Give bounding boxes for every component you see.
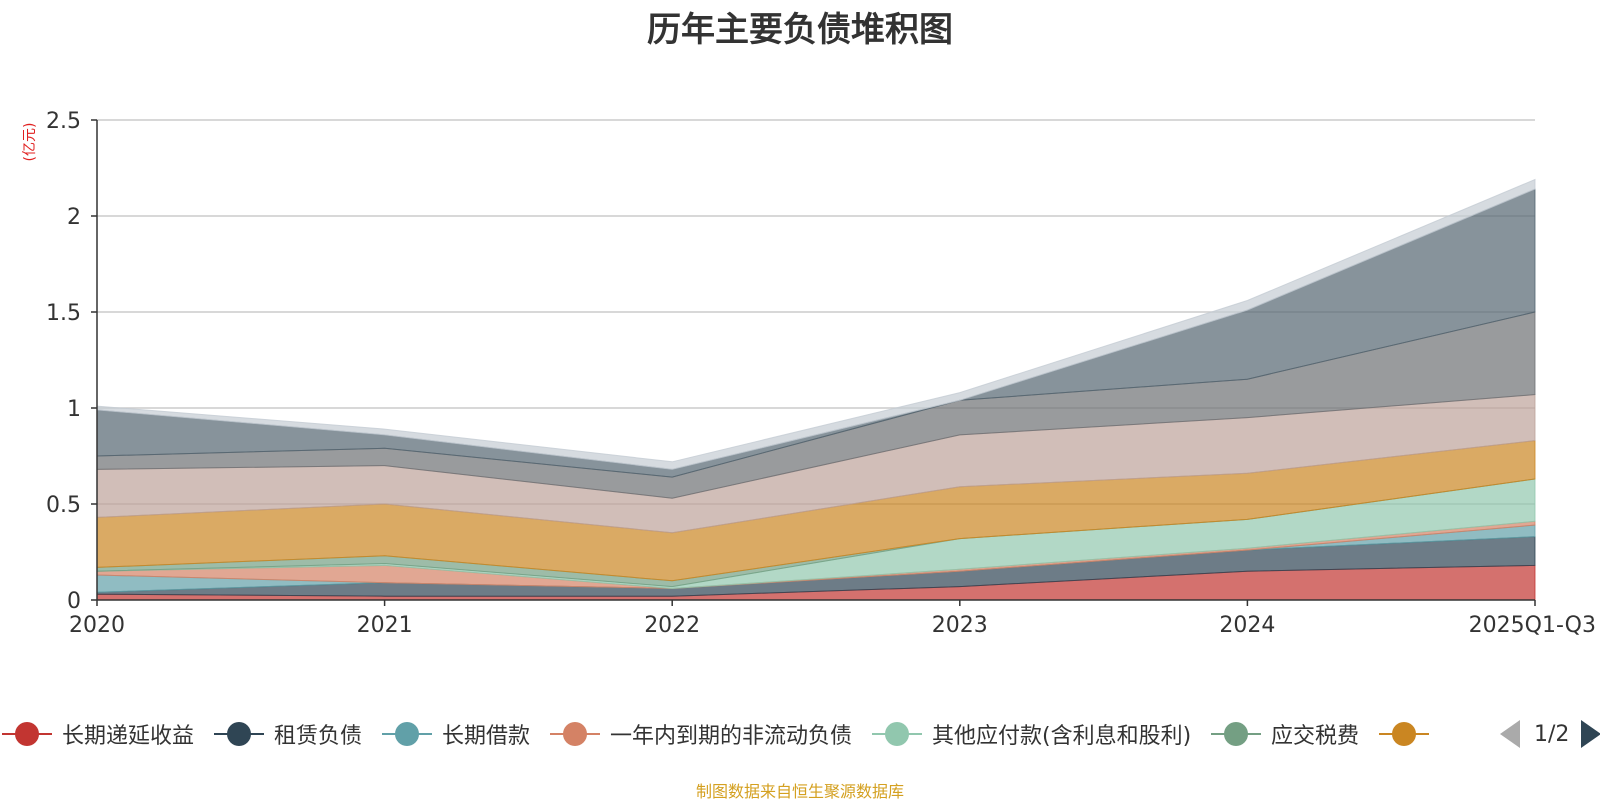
legend-item[interactable]: 长期借款: [382, 714, 530, 754]
legend-item[interactable]: 一年内到期的非流动负债: [550, 714, 852, 754]
y-tick-label: 2: [67, 205, 81, 230]
legend-marker-icon: [550, 720, 600, 748]
legend: 长期递延收益 租赁负债 长期借款 一年内到期的非流动负债 其他应付款(含利息和股利) 应交…: [0, 714, 1600, 754]
legend-item[interactable]: 其他应付款(含利息和股利): [872, 714, 1191, 754]
axes: 0 0.5 1 1.5 2 2.5 2020 2021 2022 2023 2024 2025Q1-Q…: [46, 109, 1596, 638]
legend-items: 长期递延收益 租赁负债 长期借款 一年内到期的非流动负债 其他应付款(含利息和股利) 应交…: [0, 714, 1475, 754]
x-tick-label: 2025Q1-Q3: [1469, 613, 1596, 638]
legend-marker-icon: [872, 720, 922, 748]
legend-marker-icon: [1211, 720, 1261, 748]
y-tick-label: 1.5: [46, 301, 81, 326]
source-note: 制图数据来自恒生聚源数据库: [695, 782, 904, 801]
y-tick-label: 0.5: [46, 493, 81, 518]
y-tick-label: 0: [67, 589, 81, 614]
area-series-10[interactable]: [96, 178, 1536, 470]
y-tick-label: 1: [67, 397, 81, 422]
y-tick-label: 2.5: [46, 109, 81, 134]
x-tick-label: 2023: [932, 613, 988, 638]
y-axis-unit-label: (亿元): [22, 123, 38, 162]
x-tick-label: 2021: [357, 613, 413, 638]
legend-label: 应交税费: [1271, 724, 1360, 749]
legend-label: 租赁负债: [274, 724, 363, 749]
legend-label: 长期递延收益: [62, 724, 195, 749]
legend-page-indicator: 1/2: [1534, 721, 1570, 747]
legend-marker-icon: [214, 720, 264, 748]
legend-item[interactable]: 租赁负债: [214, 714, 362, 754]
legend-label: 长期借款: [442, 724, 531, 749]
stacked-areas: [96, 178, 1536, 601]
x-tick-label: 2024: [1219, 613, 1275, 638]
x-tick-label: 2022: [644, 613, 700, 638]
legend-item[interactable]: 应交税费: [1211, 714, 1359, 754]
legend-item[interactable]: 长期递延收益: [2, 714, 194, 754]
legend-label: 其他应付款(含利息和股利): [932, 724, 1192, 749]
legend-next-page-icon[interactable]: [1581, 720, 1600, 748]
legend-marker-icon: [2, 720, 52, 748]
x-tick-label: 2020: [69, 613, 125, 638]
legend-marker-icon: [382, 720, 432, 748]
legend-label: 一年内到期的非流动负债: [610, 724, 853, 749]
legend-prev-page-icon[interactable]: [1500, 720, 1520, 748]
legend-marker-icon: [1379, 720, 1429, 748]
chart-title: 历年主要负债堆积图: [647, 10, 953, 50]
legend-item[interactable]: [1379, 714, 1439, 754]
legend-pager: 1/2: [1500, 714, 1600, 754]
